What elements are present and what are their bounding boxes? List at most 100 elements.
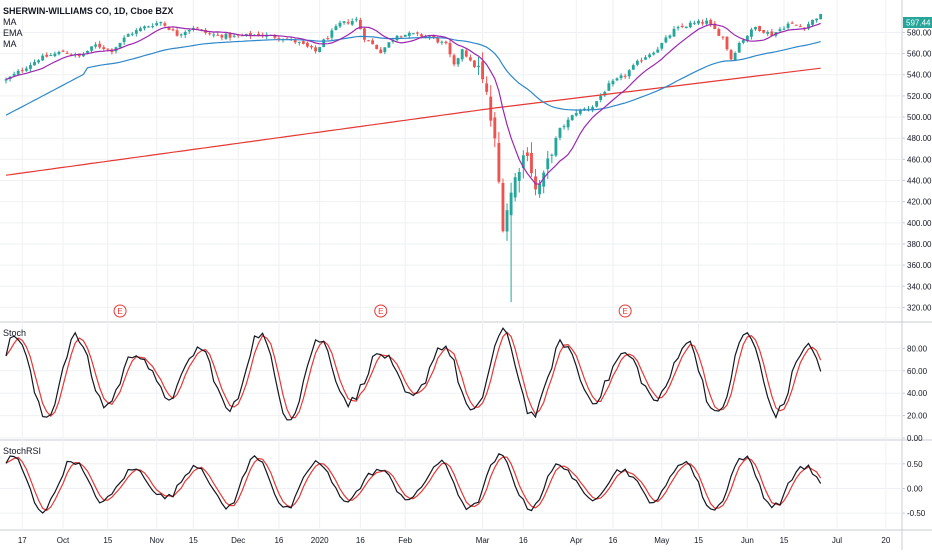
candle-down[interactable]	[713, 23, 717, 30]
legend-ma-2[interactable]: MA	[3, 39, 17, 49]
candle-down[interactable]	[680, 25, 684, 27]
candle-down[interactable]	[452, 55, 456, 65]
candle-up[interactable]	[648, 54, 652, 58]
candle-down[interactable]	[69, 54, 73, 56]
candle-up[interactable]	[350, 21, 354, 25]
candle-up[interactable]	[81, 54, 85, 57]
candle-down[interactable]	[358, 19, 362, 30]
candle-up[interactable]	[554, 138, 558, 156]
candle-up[interactable]	[619, 75, 623, 79]
candle-down[interactable]	[432, 35, 436, 38]
candle-down[interactable]	[709, 20, 713, 25]
candle-up[interactable]	[37, 60, 41, 63]
candle-up[interactable]	[664, 37, 668, 43]
candle-down[interactable]	[273, 35, 277, 38]
candle-down[interactable]	[171, 29, 175, 31]
candle-down[interactable]	[464, 50, 468, 57]
candle-down[interactable]	[310, 46, 313, 48]
candle-down[interactable]	[525, 152, 529, 156]
candle-up[interactable]	[672, 28, 676, 37]
candle-down[interactable]	[399, 36, 403, 38]
stoch-title[interactable]: Stoch	[3, 328, 26, 338]
candle-up[interactable]	[635, 60, 639, 65]
candle-down[interactable]	[415, 32, 419, 34]
candle-up[interactable]	[122, 37, 126, 43]
candle-up[interactable]	[668, 35, 672, 38]
candle-up[interactable]	[456, 58, 460, 65]
candle-up[interactable]	[53, 53, 57, 57]
candle-up[interactable]	[611, 80, 615, 85]
candle-up[interactable]	[676, 27, 680, 29]
candle-up[interactable]	[546, 158, 550, 170]
candle-up[interactable]	[811, 19, 814, 25]
candle-down[interactable]	[306, 42, 309, 47]
candle-up[interactable]	[595, 101, 599, 107]
candle-up[interactable]	[517, 171, 521, 181]
candle-down[interactable]	[790, 22, 794, 24]
candle-up[interactable]	[786, 23, 790, 28]
candle-up[interactable]	[754, 26, 757, 30]
candle-down[interactable]	[61, 50, 65, 52]
candle-down[interactable]	[794, 24, 798, 26]
candle-up[interactable]	[558, 128, 562, 138]
candle-up[interactable]	[587, 108, 590, 110]
candle-up[interactable]	[407, 32, 411, 36]
candle-down[interactable]	[216, 34, 220, 36]
candle-up[interactable]	[766, 31, 770, 34]
candle-up[interactable]	[578, 109, 582, 114]
candle-up[interactable]	[509, 192, 513, 216]
candle-down[interactable]	[798, 26, 802, 28]
candle-up[interactable]	[143, 26, 146, 29]
candle-up[interactable]	[627, 70, 631, 77]
candle-down[interactable]	[228, 32, 232, 38]
candle-up[interactable]	[224, 33, 228, 39]
candle-down[interactable]	[436, 37, 440, 43]
candle-down[interactable]	[473, 60, 476, 67]
candle-up[interactable]	[29, 65, 32, 69]
candle-up[interactable]	[383, 47, 387, 53]
earnings-marker[interactable]	[618, 304, 632, 318]
candle-down[interactable]	[717, 29, 721, 36]
candle-up[interactable]	[778, 29, 782, 32]
candle-up[interactable]	[159, 21, 163, 24]
candle-down[interactable]	[175, 30, 179, 36]
candle-down[interactable]	[20, 70, 24, 72]
candle-up[interactable]	[126, 34, 130, 37]
candle-up[interactable]	[338, 22, 342, 27]
candle-down[interactable]	[102, 47, 106, 50]
candle-up[interactable]	[179, 34, 183, 36]
candle-up[interactable]	[737, 43, 741, 53]
candle-down[interactable]	[167, 26, 171, 30]
candle-down[interactable]	[367, 40, 370, 42]
candle-up[interactable]	[538, 183, 542, 195]
candle-up[interactable]	[57, 51, 61, 55]
candle-down[interactable]	[379, 49, 383, 54]
candle-down[interactable]	[106, 48, 110, 50]
candle-down[interactable]	[277, 38, 281, 40]
candle-down[interactable]	[420, 34, 423, 37]
ma-long-line[interactable]	[5, 67, 821, 176]
candle-up[interactable]	[460, 49, 464, 60]
candle-down[interactable]	[444, 41, 448, 44]
candle-up[interactable]	[603, 91, 607, 96]
candle-down[interactable]	[762, 30, 766, 33]
candle-up[interactable]	[599, 95, 603, 100]
candle-up[interactable]	[12, 73, 16, 76]
candle-up[interactable]	[342, 21, 346, 23]
stochrsi-pane[interactable]	[5, 453, 822, 514]
candle-down[interactable]	[314, 47, 318, 52]
candle-up[interactable]	[705, 20, 709, 24]
candle-up[interactable]	[750, 29, 753, 37]
candle-down[interactable]	[65, 52, 69, 54]
candle-up[interactable]	[550, 154, 554, 156]
candle-down[interactable]	[481, 61, 485, 80]
legend-ema[interactable]: EMA	[3, 28, 23, 38]
candle-down[interactable]	[701, 22, 704, 24]
candle-up[interactable]	[607, 83, 611, 91]
candle-down[interactable]	[375, 44, 379, 49]
candle-down[interactable]	[98, 43, 102, 48]
candle-up[interactable]	[591, 107, 594, 110]
stochrsi-d-line[interactable]	[5, 456, 822, 512]
candle-down[interactable]	[208, 33, 212, 35]
